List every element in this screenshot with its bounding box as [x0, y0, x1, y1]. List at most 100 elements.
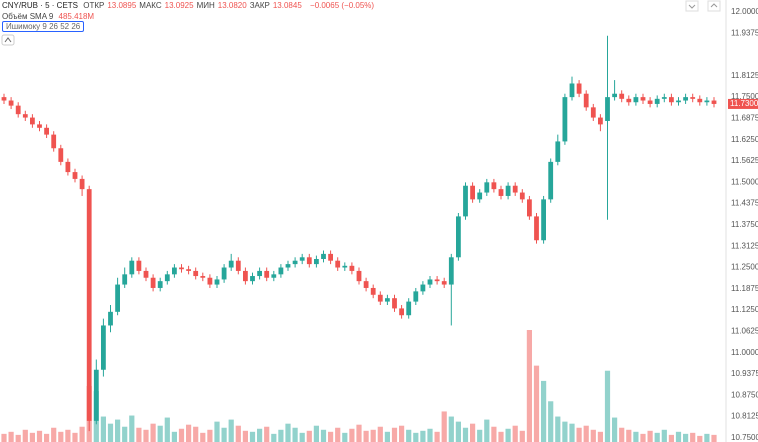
candle-body [519, 192, 525, 200]
candle-body [150, 277, 156, 288]
volume-bar [193, 426, 199, 442]
y-tick-label: 10.8750 [731, 390, 758, 399]
volume-bar [711, 434, 717, 442]
volume-bar [313, 425, 319, 442]
candle-body [136, 260, 142, 271]
volume-bar [8, 431, 14, 442]
volume-bar [349, 428, 355, 442]
icon [710, 3, 718, 8]
volume-bar [434, 431, 440, 442]
volume-bar [569, 423, 575, 442]
y-tick-label: 11.4375 [731, 199, 758, 208]
candle-body [583, 93, 589, 108]
candle-body [683, 97, 688, 101]
volume-bar [491, 426, 497, 442]
volume-bar [200, 432, 206, 442]
candle-body [676, 100, 681, 103]
volume-bar [51, 427, 57, 442]
collapse-button[interactable] [1, 34, 15, 46]
candle-body [228, 260, 234, 268]
volume-bar [257, 428, 263, 442]
candle-body [370, 287, 376, 295]
candle-body [306, 257, 312, 265]
volume-bar [306, 430, 312, 442]
ohlc-value: 13.0925 [164, 1, 194, 10]
volume-bar [683, 433, 689, 442]
candle-body [548, 161, 554, 200]
ohlc-name: ЗАКР [249, 1, 270, 10]
candle-body [626, 98, 632, 103]
volume-bar [328, 431, 334, 442]
volume-bar [406, 429, 412, 442]
volume-bar [178, 428, 185, 442]
volume-bar [228, 419, 234, 442]
candle-body [157, 281, 163, 288]
y-tick-label: 11.7500 [731, 92, 758, 101]
volume-bar [29, 432, 35, 442]
candle-body [257, 270, 262, 277]
candle-body [406, 301, 412, 316]
candle-body [576, 83, 582, 94]
candle-body [172, 267, 177, 275]
candle-body [129, 260, 135, 275]
volume-bar [612, 417, 618, 442]
y-tick-label: 11.5625 [731, 156, 758, 165]
ohlc-values: ОТКР 13.0895 МАКС 13.0925 МИН 13.0820 ЗАКР 13.0… [83, 1, 305, 10]
volume-bar [420, 430, 426, 442]
volume-bar [115, 419, 121, 442]
volume-bar [157, 425, 163, 442]
volume-bar [548, 401, 554, 442]
volume-bar [399, 425, 405, 442]
volume-bar [377, 426, 383, 442]
ohlc-value: 13.0820 [217, 1, 247, 10]
volume-bar [597, 431, 603, 442]
candle-body [590, 107, 596, 118]
candle-body [179, 267, 184, 270]
candle-body [363, 281, 369, 288]
change: −0.0065 (−0.05%) [310, 1, 375, 10]
candle-body [207, 277, 213, 285]
y-tick-label: 10.7500 [731, 433, 758, 442]
candle-body [342, 265, 348, 268]
volume-bar [15, 434, 21, 442]
ohlc-name: ОТКР [83, 1, 105, 10]
candle-body [484, 182, 490, 193]
y-tick-label: 11.6875 [731, 114, 758, 123]
volume-bar [370, 429, 376, 442]
volume-bar [264, 426, 270, 442]
candle-body [101, 325, 106, 370]
volume-bar [22, 429, 28, 442]
ohlc-legend: CNY/RUB · 5 · CETS ОТКР 13.0895 МАКС 13.092… [2, 1, 377, 10]
candle-body [15, 105, 21, 115]
candle-body [264, 270, 270, 278]
volume-bar [661, 429, 667, 442]
volume-bar [292, 427, 298, 442]
last-price-label: 11.7300 [730, 99, 758, 108]
volume-bar [604, 370, 611, 442]
candle-body [527, 199, 532, 217]
candle-body [321, 253, 326, 259]
volume-bar [342, 432, 348, 442]
volume-bar [441, 411, 447, 442]
ichimoku-legend[interactable]: Ишимоку 9 26 52 26 [2, 21, 87, 32]
candle-body [250, 276, 255, 282]
ichimoku-label[interactable]: Ишимоку 9 26 52 26 [2, 21, 85, 32]
scroll-up-button[interactable] [707, 0, 721, 12]
icon [4, 37, 12, 43]
candle-body [470, 185, 475, 200]
candle-body [605, 97, 610, 121]
scroll-down-button[interactable] [685, 0, 699, 12]
volume-bar [100, 416, 106, 442]
volume-bar [58, 431, 64, 442]
ohlc-name: МИН [196, 1, 215, 10]
candle-body [285, 264, 291, 268]
candle-body [122, 274, 128, 285]
toolbar-icons[interactable] [685, 0, 721, 12]
volume-bar [214, 421, 220, 442]
candle-body [193, 270, 199, 277]
volume-bar [477, 429, 483, 442]
candle-body [200, 276, 206, 278]
y-tick-label: 11.1250 [731, 305, 758, 314]
volume-bar [484, 419, 490, 442]
